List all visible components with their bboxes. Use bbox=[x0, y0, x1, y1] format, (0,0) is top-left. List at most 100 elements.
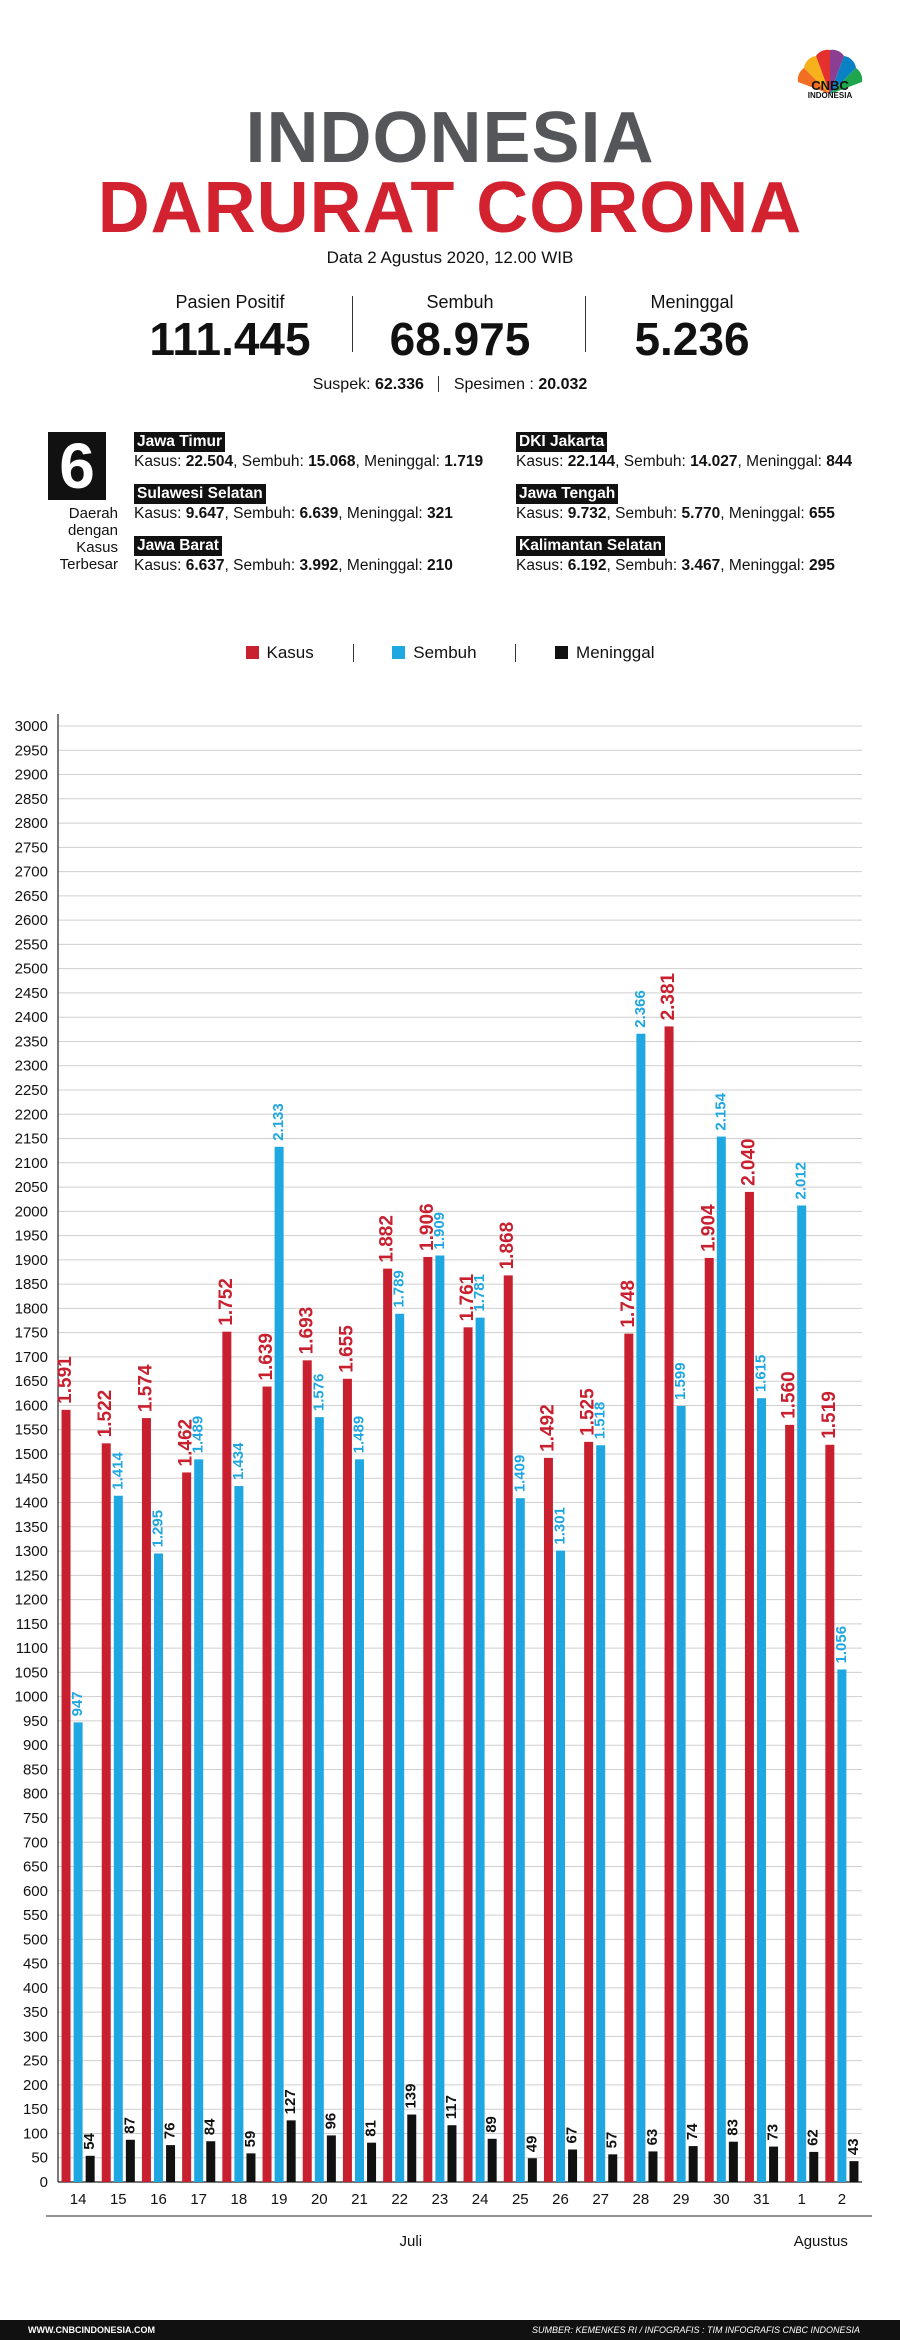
x-tick-label: 20 bbox=[311, 2191, 328, 2208]
legend-swatch bbox=[392, 645, 406, 659]
stat-value: 5.236 bbox=[634, 313, 750, 365]
bar-meninggal bbox=[326, 2135, 336, 2182]
data-label-meninggal: 74 bbox=[684, 2123, 701, 2140]
data-label-kasus: 1.868 bbox=[497, 1222, 518, 1270]
y-tick-label: 2500 bbox=[15, 961, 48, 978]
divider bbox=[352, 296, 353, 352]
sembuh-value: 3.467 bbox=[681, 557, 721, 574]
suspek-value: 62.336 bbox=[374, 376, 424, 393]
spesimen-value: 20.032 bbox=[538, 376, 588, 393]
y-tick-label: 850 bbox=[23, 1761, 48, 1778]
x-tick-label: 26 bbox=[552, 2191, 569, 2208]
month-label: Agustus bbox=[794, 2233, 848, 2250]
kasus-label: Kasus: bbox=[516, 453, 564, 470]
y-tick-label: 1950 bbox=[15, 1228, 48, 1245]
sembuh-value: 6.639 bbox=[299, 505, 339, 522]
data-label-meninggal: 89 bbox=[483, 2116, 500, 2133]
x-tick-label: 29 bbox=[673, 2191, 690, 2208]
data-label-sembuh: 1.489 bbox=[190, 1416, 207, 1454]
bar-sembuh bbox=[355, 1459, 364, 2182]
legend-swatch bbox=[555, 645, 569, 659]
data-label-sembuh: 1.489 bbox=[350, 1416, 367, 1454]
data-label-meninggal: 84 bbox=[202, 2118, 219, 2135]
bar-kasus bbox=[785, 1424, 795, 2182]
meninggal-value: 844 bbox=[826, 453, 853, 470]
data-label-sembuh: 1.576 bbox=[310, 1374, 327, 1412]
bar-kasus bbox=[423, 1256, 433, 2182]
y-tick-label: 2400 bbox=[15, 1009, 48, 1026]
legend-label: Meninggal bbox=[576, 642, 655, 662]
y-tick-label: 2350 bbox=[15, 1033, 48, 1050]
meninggal-label: Meninggal: bbox=[728, 557, 805, 574]
bar-kasus bbox=[182, 1472, 192, 2182]
data-label-meninggal: 87 bbox=[121, 2117, 138, 2134]
y-tick-label: 2900 bbox=[15, 767, 48, 784]
data-label-kasus: 1.522 bbox=[95, 1390, 116, 1438]
data-label-kasus: 1.693 bbox=[296, 1307, 317, 1355]
y-tick-label: 0 bbox=[40, 2174, 48, 2191]
y-tick-label: 1350 bbox=[15, 1519, 48, 1536]
title-line1: INDONESIA bbox=[245, 98, 655, 178]
sembuh-label: Sembuh: bbox=[233, 557, 296, 574]
y-tick-label: 700 bbox=[23, 1834, 48, 1851]
data-label-kasus: 1.574 bbox=[135, 1364, 156, 1412]
bar-meninggal bbox=[125, 2139, 135, 2182]
y-tick-label: 2000 bbox=[15, 1203, 48, 1220]
y-tick-label: 1650 bbox=[15, 1373, 48, 1390]
x-tick-label: 14 bbox=[70, 2191, 87, 2208]
kasus-value: 9.647 bbox=[185, 505, 225, 522]
y-tick-label: 950 bbox=[23, 1713, 48, 1730]
x-tick-label: 19 bbox=[271, 2191, 288, 2208]
bar-meninggal bbox=[568, 2149, 578, 2182]
data-label-sembuh: 1.781 bbox=[471, 1274, 488, 1312]
y-tick-label: 2150 bbox=[15, 1131, 48, 1148]
meninggal-label: Meninggal: bbox=[364, 453, 440, 470]
divider bbox=[585, 296, 586, 352]
y-tick-label: 1200 bbox=[15, 1592, 48, 1609]
data-label-meninggal: 43 bbox=[845, 2138, 862, 2155]
bar-meninggal bbox=[688, 2146, 698, 2182]
bar-kasus bbox=[624, 1333, 634, 2182]
data-label-sembuh: 2.133 bbox=[270, 1103, 287, 1141]
kasus-value: 9.732 bbox=[567, 505, 607, 522]
x-tick-label: 31 bbox=[753, 2191, 770, 2208]
region-kalimantan-selatan: Kalimantan Selatan Kasus: 6.192, Sembuh: … bbox=[516, 536, 835, 574]
y-tick-label: 300 bbox=[23, 2028, 48, 2045]
y-tick-label: 1400 bbox=[15, 1495, 48, 1512]
sembuh-label: Sembuh: bbox=[615, 505, 678, 522]
bar-kasus bbox=[222, 1331, 232, 2182]
bar-sembuh bbox=[716, 1136, 726, 2182]
kasus-label: Kasus: bbox=[516, 505, 564, 522]
data-label-sembuh: 1.434 bbox=[230, 1442, 247, 1480]
data-label-meninggal: 76 bbox=[162, 2122, 179, 2139]
x-tick-label: 16 bbox=[150, 2191, 167, 2208]
bar-sembuh bbox=[757, 1398, 766, 2182]
data-label-kasus: 1.639 bbox=[256, 1333, 277, 1381]
y-tick-label: 3000 bbox=[15, 718, 48, 735]
y-tick-label: 100 bbox=[23, 2125, 48, 2142]
legend-label: Sembuh bbox=[413, 642, 477, 662]
sembuh-value: 14.027 bbox=[690, 453, 738, 470]
y-tick-label: 1600 bbox=[15, 1397, 48, 1414]
y-tick-label: 1700 bbox=[15, 1349, 48, 1366]
legend-kasus: Kasus bbox=[245, 643, 314, 663]
data-label-meninggal: 57 bbox=[604, 2132, 621, 2149]
kasus-value: 22.144 bbox=[567, 453, 616, 470]
data-label-meninggal: 83 bbox=[724, 2119, 741, 2136]
y-tick-label: 2650 bbox=[15, 888, 48, 905]
data-label-sembuh: 1.615 bbox=[752, 1355, 769, 1393]
stat-label: Sembuh bbox=[426, 292, 494, 312]
y-tick-label: 1750 bbox=[15, 1325, 48, 1342]
bar-sembuh bbox=[515, 1498, 525, 2182]
data-label-sembuh: 947 bbox=[69, 1691, 86, 1716]
bar-sembuh bbox=[194, 1459, 204, 2182]
region-count: 6 bbox=[48, 432, 106, 500]
bar-kasus bbox=[101, 1443, 111, 2182]
bar-kasus bbox=[463, 1327, 473, 2182]
meninggal-label: Meninggal: bbox=[728, 505, 805, 522]
y-tick-label: 350 bbox=[23, 2004, 48, 2021]
x-tick-label: 28 bbox=[633, 2191, 650, 2208]
y-tick-label: 2600 bbox=[15, 912, 48, 929]
bar-sembuh bbox=[154, 1553, 163, 2182]
sembuh-label: Sembuh: bbox=[623, 453, 686, 470]
